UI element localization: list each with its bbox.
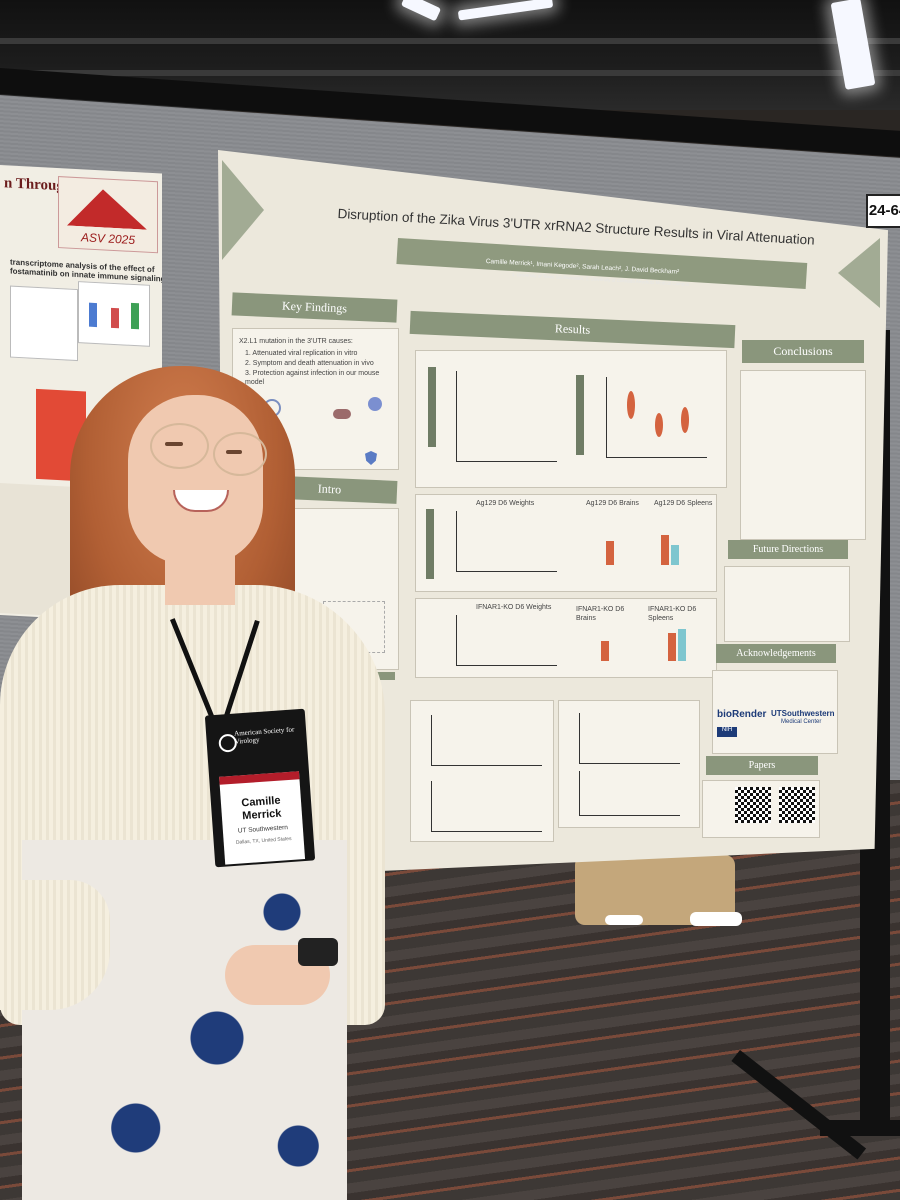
chart-title: Ag129 D6 Spleens <box>654 500 713 507</box>
face <box>128 395 263 565</box>
glasses-lens-left <box>150 423 209 469</box>
bar <box>671 545 679 565</box>
glasses-lens-right <box>213 432 267 476</box>
badge-institution: UT Southwestern <box>237 824 289 835</box>
key-findings-item: 3. Protection against infection in our m… <box>245 370 380 386</box>
asv-logo-mark <box>67 188 147 230</box>
chart-title: IFNAR1-KO D6 Spleens <box>648 606 697 622</box>
chart-title: Ag129 D6 Weights <box>476 500 535 507</box>
utsw-logo: UTSouthwestern <box>771 709 835 718</box>
name-badge: American Society for Virology Camille Me… <box>204 708 316 868</box>
badge-organization: American Society for Virology <box>233 725 295 746</box>
key-findings-lead: X2.L1 mutation in the 3'UTR causes: <box>239 338 353 345</box>
results-figure-1 <box>415 350 727 488</box>
badge-last-name: Merrick <box>241 807 282 823</box>
key-findings-item: 1. Attenuated viral replication in vitro <box>245 350 358 357</box>
survival-chart <box>431 715 542 766</box>
ceiling-light <box>457 0 554 21</box>
ceiling-beam <box>0 70 900 76</box>
bar <box>661 535 669 565</box>
bar <box>606 541 614 565</box>
bar <box>678 629 686 661</box>
shield-icon <box>365 451 377 465</box>
stand-base <box>820 1120 900 1136</box>
results-figure-survival-2 <box>558 700 700 828</box>
chart-title: IFNAR1-KO D6 Brains <box>576 606 625 622</box>
ceiling-light <box>830 0 876 90</box>
ceiling-beam <box>0 38 900 44</box>
ag129-weights-chart <box>456 511 557 572</box>
booth-number: 24-64 <box>866 194 900 228</box>
cell-viability-chart <box>606 377 707 458</box>
key-findings-panel: X2.L1 mutation in the 3'UTR causes: 1. A… <box>232 328 399 470</box>
section-header-acknowledgements: Acknowledgements <box>716 644 836 663</box>
nih-logo: NIH <box>717 727 737 737</box>
future-directions-panel <box>724 566 850 642</box>
key-findings-item: 2. Symptom and death attenuation in vivo <box>245 360 374 367</box>
growth-curve-chart <box>456 371 557 462</box>
biorender-logo: bioRender <box>717 709 767 720</box>
shoe <box>605 915 643 925</box>
badge-card: Camille Merrick UT Southwestern Dallas, … <box>219 771 306 865</box>
survival-chart <box>579 713 680 764</box>
eye <box>226 450 242 454</box>
neighbor-poster-subheading: transcriptome analysis of the effect of … <box>10 257 162 284</box>
badge-name: Camille Merrick <box>221 793 303 825</box>
results-figure-ag129: Ag129 D6 Weights Ag129 D6 Brains Ag129 D… <box>415 494 717 592</box>
neighbor-figure <box>10 285 78 362</box>
sweater-sleeve <box>0 880 110 1010</box>
section-header-future-directions: Future Directions <box>728 540 848 559</box>
weight-chart <box>579 771 680 816</box>
neighbor-figure <box>78 281 150 347</box>
asv-logo: ASV 2025 <box>58 176 158 254</box>
asv-logo-text: ASV 2025 <box>80 230 136 248</box>
chart-title: IFNAR1-KO D6 Weights <box>476 604 552 611</box>
ceiling-light <box>400 0 442 22</box>
section-header-papers: Papers <box>706 756 818 775</box>
weight-chart <box>431 781 542 832</box>
chart-title: Ag129 D6 Brains <box>586 500 639 507</box>
qr-code-icon <box>735 787 771 823</box>
shoe <box>690 912 742 926</box>
bar <box>601 641 609 661</box>
badge-city: Dallas, TX, United States <box>235 835 292 846</box>
cell-icon <box>368 397 382 411</box>
results-figure-survival-1 <box>410 700 554 842</box>
watch-icon <box>298 938 338 966</box>
eye <box>165 442 183 446</box>
mouse-icon <box>333 409 351 419</box>
section-header-conclusions: Conclusions <box>742 340 864 363</box>
utsw-logo-sub: Medical Center <box>781 719 822 725</box>
ifnar-weights-chart <box>456 615 557 666</box>
papers-panel <box>702 780 820 838</box>
conclusions-panel <box>740 370 866 540</box>
bar <box>668 633 676 661</box>
qr-code-icon <box>779 787 815 823</box>
results-figure-ifnar: IFNAR1-KO D6 Weights IFNAR1-KO D6 Brains… <box>415 598 717 678</box>
acknowledgements-panel: bioRender UTSouthwestern Medical Center … <box>712 670 838 754</box>
